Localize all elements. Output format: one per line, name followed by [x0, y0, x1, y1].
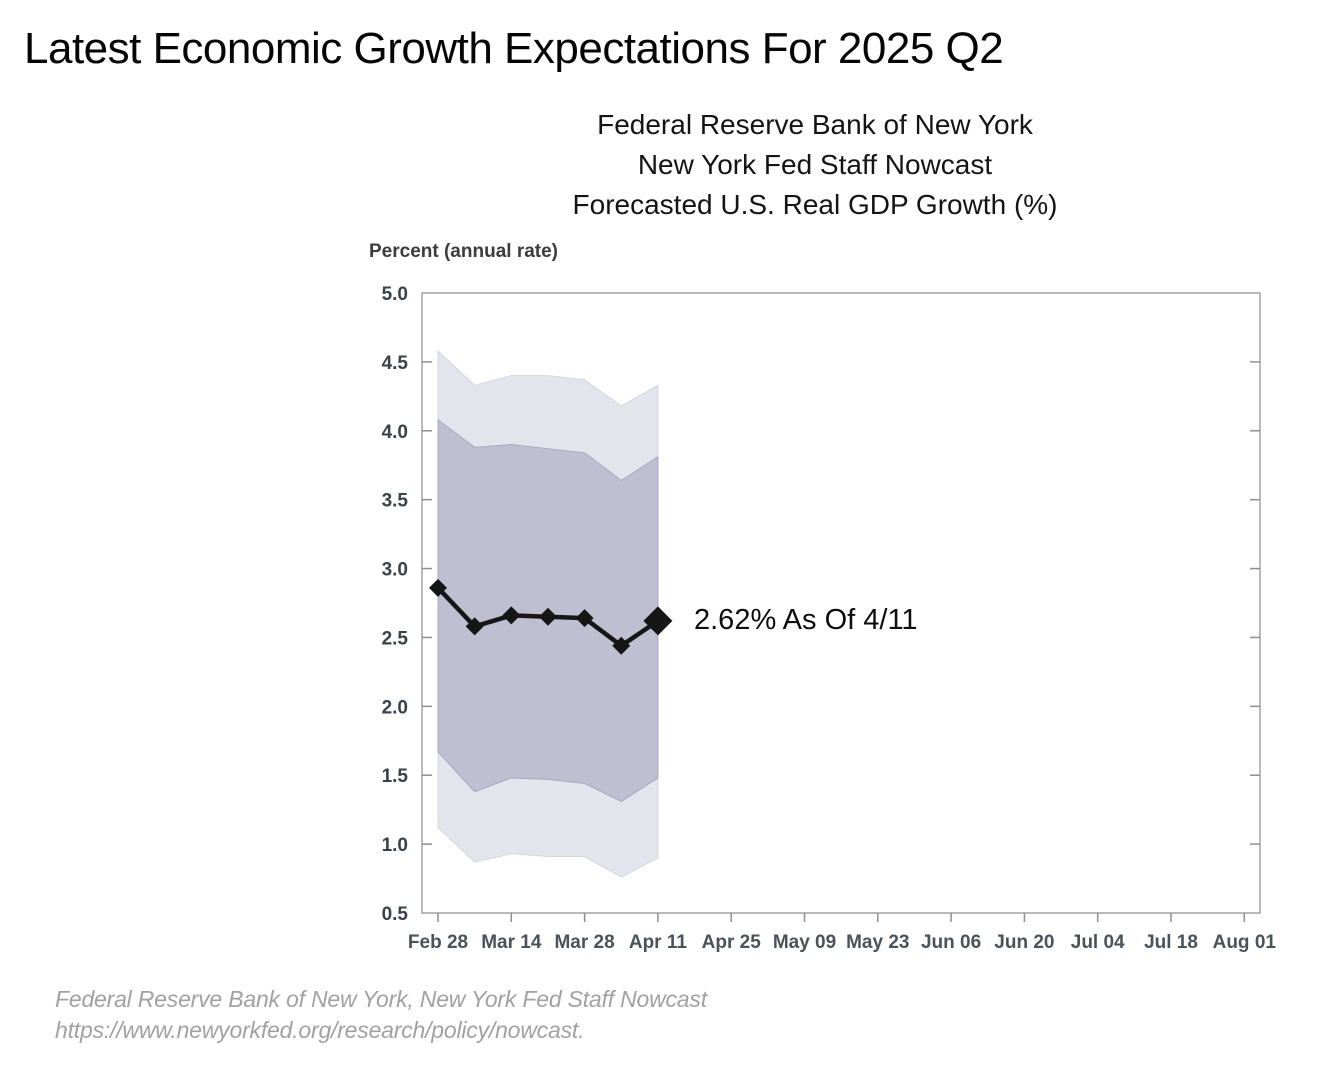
x-axis-tick-label: May 23 — [846, 932, 909, 953]
data-point-marker — [612, 636, 631, 655]
y-axis-tick-label: 1.5 — [382, 766, 409, 787]
subtitle-line-org: Federal Reserve Bank of New York — [597, 109, 1033, 140]
y-axis-tick-label: 4.5 — [382, 353, 409, 374]
data-point-marker — [429, 578, 447, 597]
x-axis-tick-label: Apr 11 — [629, 932, 688, 953]
x-axis-tick-label: Feb 28 — [408, 932, 468, 953]
x-axis-tick-label: Jul 04 — [1071, 932, 1125, 953]
data-point-marker — [502, 606, 521, 625]
x-axis-tick-label: Mar 28 — [554, 932, 614, 953]
data-point-marker — [465, 617, 484, 636]
x-axis-tick-label: Mar 14 — [481, 932, 542, 953]
y-axis-tick-label: 1.0 — [382, 835, 408, 856]
data-point-marker — [575, 609, 594, 628]
x-axis-tick-label: Jun 06 — [921, 932, 981, 953]
y-axis-tick-label: 3.5 — [382, 491, 409, 512]
plot-frame — [421, 292, 1261, 914]
y-axis-tick-label: 4.0 — [382, 422, 408, 443]
source-citation-line: Federal Reserve Bank of New York, New Yo… — [55, 986, 707, 1012]
nowcast-annotation: 2.62% As Of 4/11 — [694, 604, 918, 636]
x-axis-tick-label: Jul 18 — [1144, 932, 1198, 953]
data-point-marker — [538, 607, 557, 626]
x-axis-tick-label: May 09 — [773, 932, 836, 953]
chart-subtitle: Federal Reserve Bank of New York New Yor… — [350, 105, 1280, 225]
y-axis-tick-label: 2.0 — [382, 697, 408, 718]
y-axis-title: Percent (annual rate) — [369, 241, 558, 262]
subtitle-line-measure: Forecasted U.S. Real GDP Growth (%) — [572, 189, 1058, 220]
x-axis-tick-label: Jun 20 — [994, 932, 1054, 953]
y-axis-tick-label: 2.5 — [382, 628, 409, 649]
y-axis-tick-label: 0.5 — [382, 904, 409, 925]
source-url: https://www.newyorkfed.org/research/poli… — [55, 1017, 585, 1043]
y-axis-tick-label: 5.0 — [382, 284, 408, 305]
x-axis-tick-label: Apr 25 — [702, 932, 762, 953]
page-title: Latest Economic Growth Expectations For … — [24, 24, 1004, 73]
latest-data-point-marker — [643, 606, 673, 636]
source-citation: Federal Reserve Bank of New York, New Yo… — [55, 984, 707, 1046]
subtitle-line-source: New York Fed Staff Nowcast — [637, 149, 993, 180]
y-axis-tick-label: 3.0 — [382, 560, 408, 581]
x-axis-tick-label: Aug 01 — [1213, 932, 1277, 953]
